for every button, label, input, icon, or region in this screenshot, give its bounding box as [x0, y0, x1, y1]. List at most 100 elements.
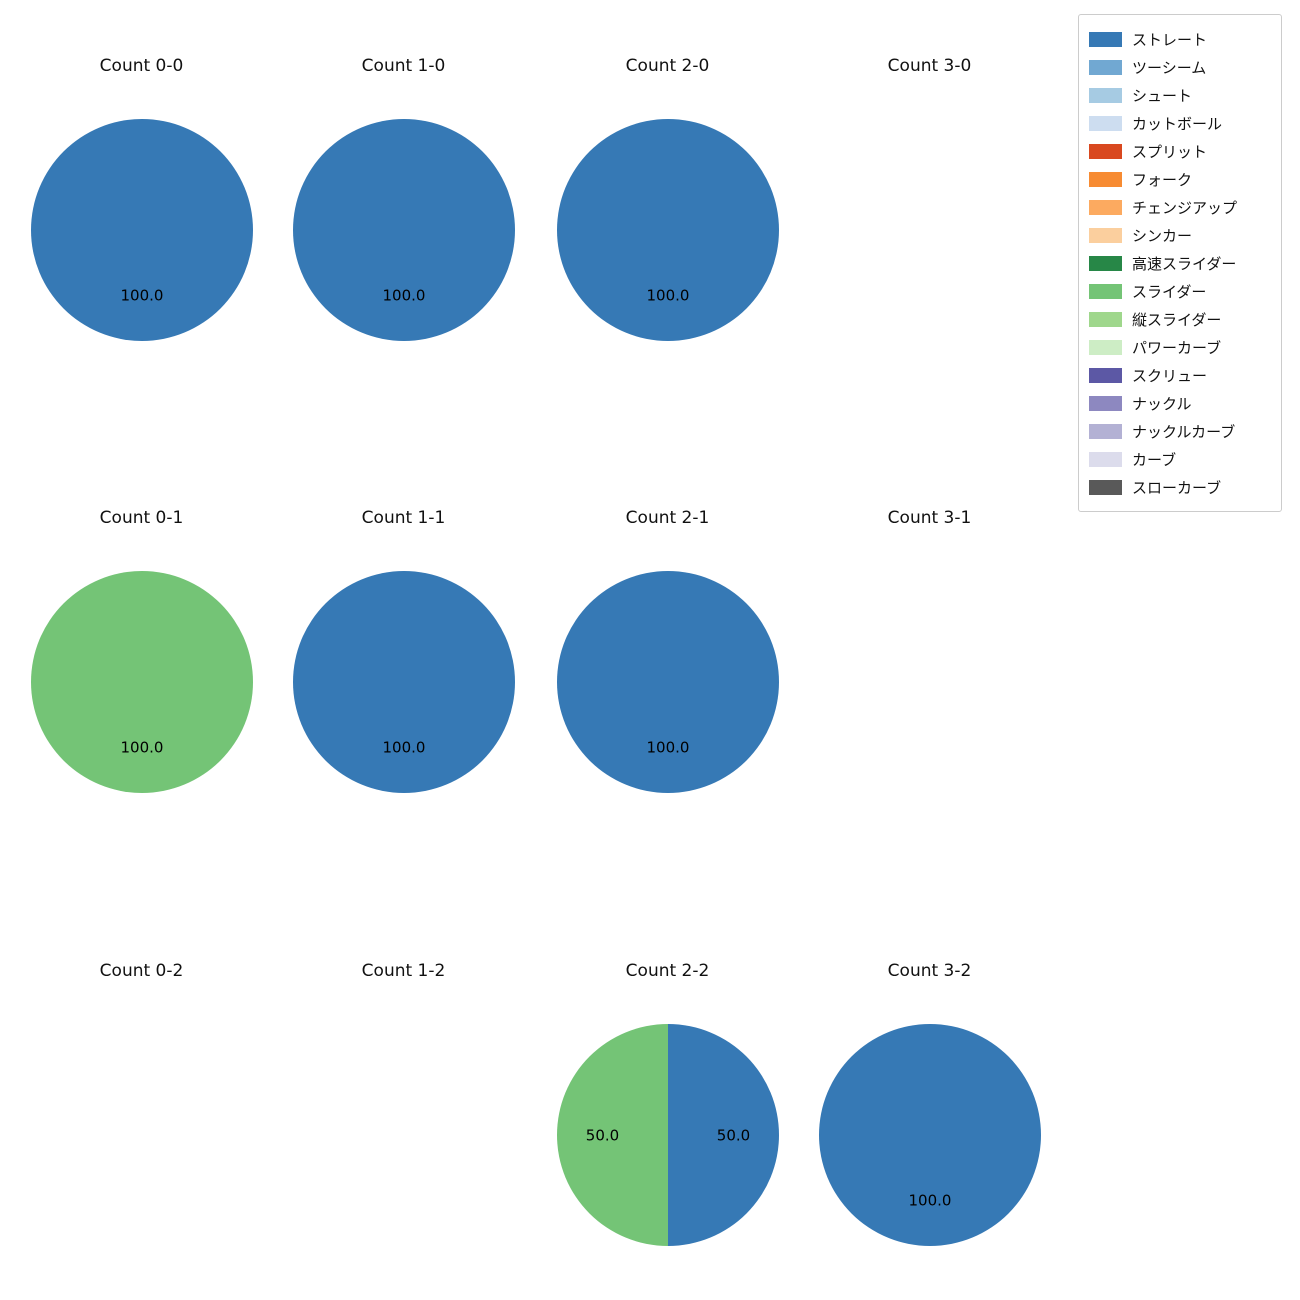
pie-slice-percent: 100.0 [382, 739, 425, 757]
pie-chart: 100.0 [292, 571, 515, 793]
pie-chart: 50.0 50.0 [556, 1024, 779, 1246]
legend-swatch [1089, 339, 1122, 355]
legend-label: 高速スライダー [1132, 254, 1237, 273]
pie-slice [292, 571, 515, 793]
pie-slice-percent: 100.0 [908, 1192, 951, 1210]
chart-cell: Count 3-0 [798, 45, 1061, 87]
legend-swatch [1089, 423, 1122, 439]
legend-item: カーブ [1089, 445, 1271, 473]
legend-swatch [1089, 283, 1122, 299]
chart-cell: Count 1-2 [272, 950, 535, 992]
pie-chart: 100.0 [30, 119, 253, 341]
pie-slice [292, 119, 515, 341]
chart-title: Count 3-2 [887, 961, 972, 981]
pie-slice-percent: 100.0 [382, 287, 425, 305]
legend-label: ナックル [1132, 394, 1192, 413]
chart-cell: Count 2-2 50.0 50.0 [536, 950, 799, 1256]
chart-cell: Count 0-1 100.0 [10, 497, 273, 803]
pie-slice-percent: 100.0 [646, 739, 689, 757]
legend-label: スローカーブ [1132, 478, 1222, 497]
pie-chart: 100.0 [818, 1024, 1041, 1246]
chart-cell: Count 1-0 100.0 [272, 45, 535, 351]
chart-cell: Count 0-2 [10, 950, 273, 992]
legend-swatch [1089, 87, 1122, 103]
legend-label: ナックルカーブ [1132, 422, 1236, 441]
chart-title: Count 3-1 [887, 508, 972, 528]
legend-item: ストレート [1089, 25, 1271, 53]
chart-title: Count 1-2 [361, 961, 446, 981]
pie-slice [556, 571, 779, 793]
legend-swatch [1089, 479, 1122, 495]
chart-title: Count 2-0 [625, 56, 710, 76]
legend-item: 高速スライダー [1089, 249, 1271, 277]
pie-chart: 100.0 [556, 119, 779, 341]
legend-item: ナックル [1089, 389, 1271, 417]
chart-title: Count 1-0 [361, 56, 446, 76]
chart-cell: Count 1-1 100.0 [272, 497, 535, 803]
legend-item: 縦スライダー [1089, 305, 1271, 333]
legend: ストレートツーシームシュートカットボール スプリットフォークチェンジアップシンカー… [1078, 14, 1282, 512]
legend-item: スクリュー [1089, 361, 1271, 389]
legend-label: カットボール [1132, 114, 1223, 133]
legend-item: カットボール [1089, 109, 1271, 137]
legend-item: シンカー [1089, 221, 1271, 249]
chart-title: Count 3-0 [887, 56, 972, 76]
pie-slice [667, 1024, 779, 1246]
legend-label: カーブ [1132, 450, 1177, 469]
legend-item: ナックルカーブ [1089, 417, 1271, 445]
pie-slice [818, 1024, 1041, 1246]
legend-label: フォーク [1132, 170, 1193, 189]
legend-swatch [1089, 143, 1122, 159]
pie-slice-percent: 50.0 [716, 1126, 749, 1144]
legend-label: シュート [1132, 86, 1193, 105]
legend-label: チェンジアップ [1132, 198, 1238, 217]
chart-title: Count 1-1 [361, 508, 446, 528]
pie-slice-percent: 100.0 [120, 739, 163, 757]
pie-slice [556, 119, 779, 341]
pie-slice [30, 119, 253, 341]
legend-label: スクリュー [1132, 366, 1208, 385]
legend-swatch [1089, 451, 1122, 467]
chart-cell: Count 3-2 100.0 [798, 950, 1061, 1256]
pie-slice-percent: 50.0 [585, 1126, 618, 1144]
chart-title: Count 2-2 [625, 961, 710, 981]
legend-swatch [1089, 199, 1122, 215]
chart-cell: Count 3-1 [798, 497, 1061, 539]
legend-swatch [1089, 255, 1122, 271]
legend-label: ストレート [1132, 30, 1208, 49]
legend-label: スライダー [1132, 282, 1207, 301]
pie-slice [30, 571, 253, 793]
legend-item: スローカーブ [1089, 473, 1271, 501]
legend-item: シュート [1089, 81, 1271, 109]
pie-chart: 100.0 [30, 571, 253, 793]
legend-swatch [1089, 395, 1122, 411]
legend-item: パワーカーブ [1089, 333, 1271, 361]
legend-label: スプリット [1132, 142, 1208, 161]
chart-cell: Count 0-0 100.0 [10, 45, 273, 351]
legend-swatch [1089, 59, 1122, 75]
pie-slice-percent: 100.0 [120, 287, 163, 305]
legend-swatch [1089, 31, 1122, 47]
legend-swatch [1089, 367, 1122, 383]
chart-title: Count 0-1 [99, 508, 184, 528]
chart-title: Count 0-0 [99, 56, 184, 76]
legend-swatch [1089, 311, 1122, 327]
chart-cell: Count 2-1 100.0 [536, 497, 799, 803]
legend-item: チェンジアップ [1089, 193, 1271, 221]
legend-swatch [1089, 227, 1122, 243]
legend-label: 縦スライダー [1132, 310, 1222, 329]
pie-slice [556, 1024, 668, 1246]
legend-item: ツーシーム [1089, 53, 1271, 81]
legend-swatch [1089, 171, 1122, 187]
chart-cell: Count 2-0 100.0 [536, 45, 799, 351]
legend-label: パワーカーブ [1132, 338, 1222, 357]
pie-chart: 100.0 [292, 119, 515, 341]
legend-item: フォーク [1089, 165, 1271, 193]
chart-title: Count 2-1 [625, 508, 710, 528]
pie-chart: 100.0 [556, 571, 779, 793]
chart-title: Count 0-2 [99, 961, 184, 981]
legend-item: スライダー [1089, 277, 1271, 305]
legend-label: ツーシーム [1132, 58, 1207, 77]
pie-slice-percent: 100.0 [646, 287, 689, 305]
